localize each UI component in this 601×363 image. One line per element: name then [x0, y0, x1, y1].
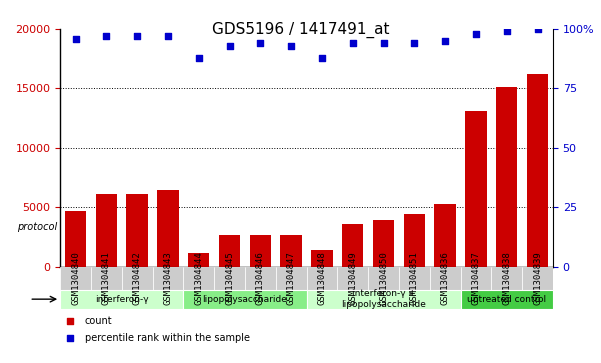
- Text: count: count: [85, 316, 112, 326]
- Bar: [60, 290, 183, 309]
- Point: [163, 33, 172, 39]
- Point: [225, 43, 234, 49]
- Bar: [307, 290, 460, 309]
- Bar: [183, 267, 214, 290]
- Point: [65, 335, 75, 340]
- Bar: [126, 194, 148, 267]
- Point: [102, 33, 111, 39]
- Text: GSM1304846: GSM1304846: [256, 252, 265, 305]
- Bar: [214, 267, 245, 290]
- Bar: [526, 74, 548, 267]
- Bar: [399, 267, 430, 290]
- Bar: [245, 267, 276, 290]
- Bar: [219, 235, 240, 267]
- Text: interferon-γ +
lipopolysaccharide: interferon-γ + lipopolysaccharide: [341, 289, 426, 309]
- Text: GSM1304850: GSM1304850: [379, 252, 388, 305]
- Text: GSM1304848: GSM1304848: [317, 252, 326, 305]
- Text: GSM1304849: GSM1304849: [348, 252, 357, 305]
- Text: GSM1304851: GSM1304851: [410, 252, 419, 305]
- Bar: [276, 267, 307, 290]
- Text: GSM1304844: GSM1304844: [194, 252, 203, 305]
- Point: [379, 40, 388, 46]
- Bar: [403, 215, 425, 267]
- Point: [65, 318, 75, 324]
- Text: protocol: protocol: [17, 222, 57, 232]
- Bar: [188, 253, 210, 267]
- Text: interferon-γ: interferon-γ: [95, 295, 148, 304]
- Bar: [465, 111, 487, 267]
- Point: [317, 55, 327, 61]
- Bar: [183, 290, 307, 309]
- Bar: [460, 267, 492, 290]
- Bar: [492, 267, 522, 290]
- Bar: [342, 224, 364, 267]
- Bar: [157, 189, 178, 267]
- Bar: [307, 267, 337, 290]
- Text: GSM1304839: GSM1304839: [533, 252, 542, 305]
- Text: GSM1304840: GSM1304840: [71, 252, 80, 305]
- Point: [409, 40, 419, 46]
- Bar: [121, 267, 153, 290]
- Bar: [65, 211, 87, 267]
- Bar: [337, 267, 368, 290]
- Bar: [430, 267, 460, 290]
- Point: [255, 40, 265, 46]
- Point: [286, 43, 296, 49]
- Bar: [249, 235, 271, 267]
- Text: untreated control: untreated control: [467, 295, 546, 304]
- Bar: [368, 267, 399, 290]
- Text: GSM1304845: GSM1304845: [225, 252, 234, 305]
- Point: [348, 40, 358, 46]
- Text: GSM1304842: GSM1304842: [133, 252, 142, 305]
- Bar: [96, 194, 117, 267]
- Point: [132, 33, 142, 39]
- Bar: [311, 250, 333, 267]
- Point: [502, 29, 511, 34]
- Point: [71, 36, 81, 41]
- Bar: [153, 267, 183, 290]
- Point: [441, 38, 450, 44]
- Text: GSM1304836: GSM1304836: [441, 252, 450, 305]
- Bar: [373, 220, 394, 267]
- Bar: [522, 267, 553, 290]
- Point: [532, 26, 542, 32]
- Text: percentile rank within the sample: percentile rank within the sample: [85, 333, 250, 343]
- Text: GSM1304837: GSM1304837: [471, 252, 480, 305]
- Bar: [496, 87, 517, 267]
- Bar: [91, 267, 122, 290]
- Point: [194, 55, 204, 61]
- Text: GSM1304841: GSM1304841: [102, 252, 111, 305]
- Text: GSM1304847: GSM1304847: [287, 252, 296, 305]
- Bar: [60, 267, 91, 290]
- Bar: [460, 290, 553, 309]
- Text: lipopolysaccharide: lipopolysaccharide: [203, 295, 287, 304]
- Bar: [280, 235, 302, 267]
- Bar: [435, 204, 456, 267]
- Point: [471, 31, 481, 37]
- Text: GSM1304838: GSM1304838: [502, 252, 511, 305]
- Text: GSM1304843: GSM1304843: [163, 252, 172, 305]
- Text: GDS5196 / 1417491_at: GDS5196 / 1417491_at: [212, 22, 389, 38]
